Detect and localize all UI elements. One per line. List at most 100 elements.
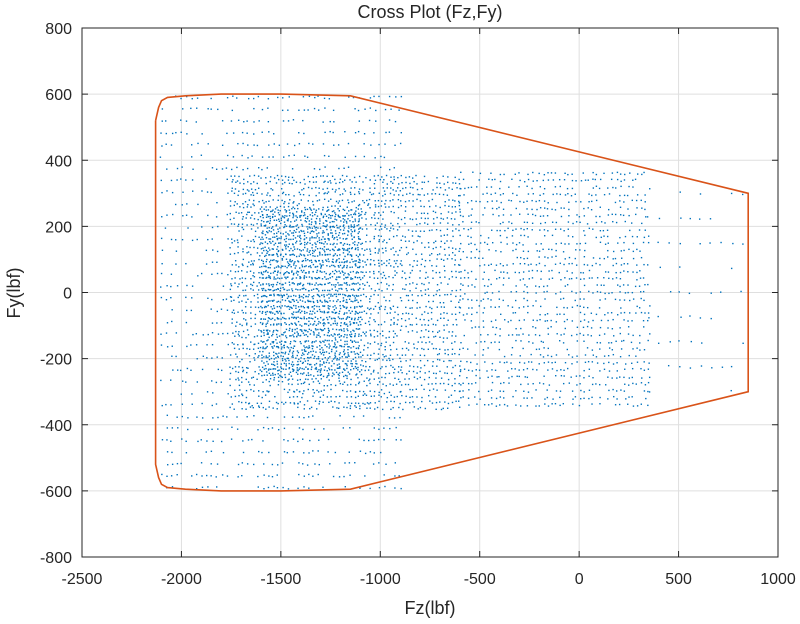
- data-point: [364, 284, 366, 287]
- data-point: [515, 290, 518, 293]
- y-tick-label: 0: [63, 286, 72, 303]
- data-point: [271, 254, 273, 256]
- data-point: [283, 403, 285, 405]
- data-point: [240, 401, 243, 404]
- data-point: [415, 218, 417, 220]
- data-point: [508, 186, 510, 188]
- data-point: [262, 295, 264, 297]
- data-point: [250, 306, 252, 308]
- data-point: [576, 304, 579, 307]
- data-point: [306, 306, 309, 308]
- data-point: [454, 313, 457, 315]
- data-point: [362, 390, 365, 393]
- data-point: [571, 262, 573, 265]
- data-point: [164, 227, 167, 229]
- data-point: [382, 187, 385, 189]
- data-point: [430, 318, 433, 320]
- data-point: [278, 352, 280, 354]
- data-point: [362, 199, 364, 202]
- data-point: [266, 301, 268, 303]
- data-point: [643, 171, 645, 174]
- data-point: [407, 349, 410, 351]
- data-point: [299, 289, 301, 291]
- data-point: [551, 368, 554, 370]
- data-point: [172, 369, 174, 371]
- data-point: [308, 194, 310, 197]
- x-tick-label: 0: [575, 571, 584, 588]
- data-point: [571, 320, 574, 322]
- data-point: [206, 191, 209, 193]
- data-point: [405, 312, 407, 314]
- data-point: [571, 356, 574, 358]
- data-point: [160, 286, 162, 288]
- data-point: [336, 357, 338, 360]
- data-point: [292, 273, 295, 276]
- data-point: [352, 321, 355, 324]
- data-point: [538, 262, 541, 265]
- data-point: [339, 307, 342, 310]
- data-point: [217, 368, 220, 371]
- data-point: [289, 396, 291, 399]
- data-point: [551, 234, 554, 237]
- data-point: [306, 218, 309, 220]
- data-point: [494, 269, 496, 272]
- data-point: [261, 357, 263, 359]
- data-point: [268, 156, 270, 158]
- data-point: [226, 475, 229, 477]
- data-point: [313, 375, 315, 377]
- data-point: [588, 269, 591, 272]
- data-point: [482, 278, 484, 280]
- data-point: [495, 326, 498, 329]
- data-point: [470, 236, 472, 239]
- data-point: [332, 328, 334, 330]
- data-point: [311, 354, 314, 356]
- data-point: [328, 98, 331, 100]
- data-point: [451, 331, 454, 333]
- data-point: [343, 215, 345, 217]
- data-point: [563, 263, 565, 266]
- data-point: [202, 334, 204, 336]
- data-point: [347, 360, 349, 362]
- data-point: [295, 225, 297, 227]
- data-point: [159, 156, 162, 158]
- data-point: [490, 186, 493, 188]
- data-point: [490, 172, 492, 174]
- data-point: [419, 270, 421, 272]
- data-point: [679, 191, 681, 193]
- data-point: [319, 247, 322, 250]
- data-point: [167, 464, 169, 466]
- data-point: [346, 265, 348, 267]
- data-point: [231, 342, 234, 344]
- data-point: [277, 300, 280, 303]
- data-point: [250, 301, 252, 303]
- data-point: [309, 313, 311, 315]
- data-point: [423, 388, 425, 391]
- data-point: [276, 363, 279, 365]
- data-point: [532, 180, 534, 182]
- data-point: [358, 228, 360, 230]
- data-point: [263, 329, 265, 332]
- data-point: [329, 356, 331, 358]
- data-point: [291, 260, 294, 262]
- data-point: [526, 286, 528, 288]
- data-point: [382, 252, 384, 254]
- data-point: [364, 403, 366, 405]
- data-point: [613, 395, 615, 398]
- data-point: [273, 345, 275, 347]
- data-point: [404, 354, 407, 356]
- data-point: [616, 377, 618, 379]
- data-point: [309, 265, 312, 267]
- data-point: [343, 323, 346, 325]
- data-point: [170, 296, 172, 299]
- data-point: [353, 322, 356, 324]
- data-point: [393, 254, 395, 256]
- data-point: [341, 288, 343, 290]
- data-point: [202, 355, 205, 357]
- data-point: [334, 357, 336, 359]
- data-point: [275, 224, 278, 226]
- data-point: [290, 221, 292, 223]
- data-point: [287, 383, 290, 385]
- data-point: [409, 323, 412, 326]
- data-point: [680, 316, 682, 318]
- data-point: [359, 351, 362, 354]
